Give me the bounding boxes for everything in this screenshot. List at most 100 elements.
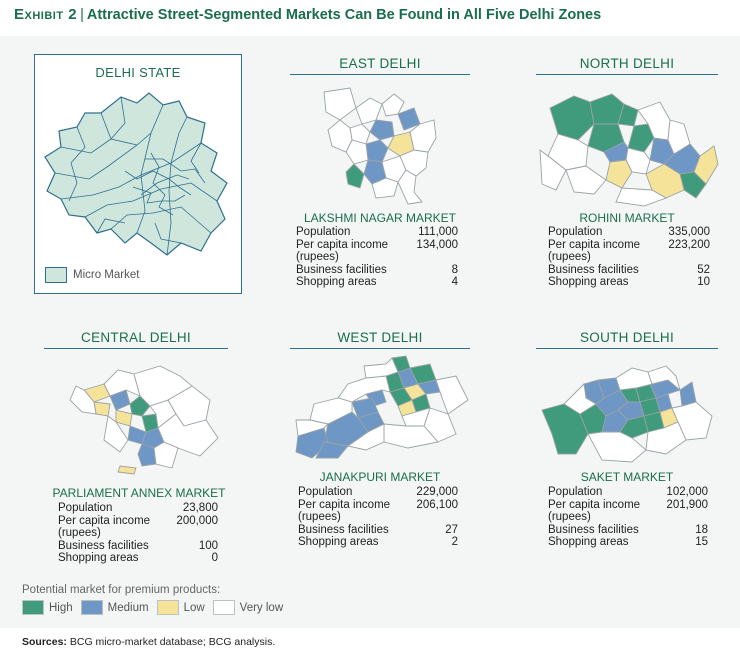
stat-label: Per capita income xyxy=(296,238,389,251)
legend-swatch-medium xyxy=(80,600,103,615)
legend-item-very-low: Very low xyxy=(212,600,283,615)
legend-swatch-low xyxy=(156,600,179,615)
stat-value: 100 xyxy=(198,539,218,552)
stat-row: Per capita income 201,900 xyxy=(548,499,708,512)
legend-caption: Potential market for premium products: xyxy=(22,584,221,596)
stat-label: Per capita income xyxy=(298,498,391,511)
zone-title-central: CENTRAL DELHI xyxy=(44,330,228,349)
stat-label: Population xyxy=(298,486,353,498)
stat-row: Shopping areas 10 xyxy=(548,276,710,289)
legend-label-high: High xyxy=(49,601,73,614)
stat-row: Population 229,000 xyxy=(298,486,458,499)
stat-label: Business facilities xyxy=(548,523,639,536)
stat-label: (rupees) xyxy=(298,511,341,523)
stat-value: 15 xyxy=(695,536,708,548)
stat-value: 102,000 xyxy=(666,486,708,498)
stat-value: 27 xyxy=(445,523,458,536)
stat-value: 0 xyxy=(211,552,218,564)
delhi-state-map xyxy=(44,92,228,256)
stat-label: Population xyxy=(548,486,603,498)
legend-label-low: Low xyxy=(183,601,205,614)
stat-value: 335,000 xyxy=(668,226,710,238)
exhibit-title: Exhibit 2 | Attractive Street-Segmented Ma… xyxy=(14,6,601,30)
micro-market-legend: Micro Market xyxy=(45,267,139,283)
stat-label: (rupees) xyxy=(548,511,591,523)
legend-label-medium: Medium xyxy=(107,601,149,614)
south-delhi-micro-markets xyxy=(541,365,713,463)
delhi-state-panel: DELHI STATE Micro Market xyxy=(34,54,242,294)
stat-value: 206,100 xyxy=(416,498,458,511)
stat-value: 223,200 xyxy=(668,238,710,251)
stat-label: Business facilities xyxy=(58,539,149,552)
stat-label: (rupees) xyxy=(296,251,339,263)
stat-row: (rupees) xyxy=(548,251,710,264)
zone-title-south: SOUTH DELHI xyxy=(536,330,718,349)
exhibit-label: Exhibit 2 xyxy=(14,6,78,23)
stat-label: Per capita income xyxy=(548,498,641,511)
stat-row: Shopping areas 0 xyxy=(58,552,218,565)
stat-row: Per capita income 206,100 xyxy=(298,499,458,512)
stat-row: Business facilities 27 xyxy=(298,524,458,537)
stat-row: Population 23,800 xyxy=(58,502,218,515)
stat-row: (rupees) xyxy=(58,527,218,540)
stat-label: Shopping areas xyxy=(548,536,629,548)
sources-text: BCG micro-market database; BCG analysis. xyxy=(69,636,276,648)
central-delhi-map xyxy=(69,365,219,475)
east-delhi-map xyxy=(323,87,437,205)
stat-label: Shopping areas xyxy=(298,536,379,548)
stat-row: Shopping areas 2 xyxy=(298,536,458,549)
stat-label: (rupees) xyxy=(548,251,591,263)
stat-row: (rupees) xyxy=(296,251,458,264)
stat-row: Business facilities 8 xyxy=(296,264,458,277)
north-delhi-micro-markets xyxy=(539,93,719,207)
north-delhi-map xyxy=(539,93,719,207)
delhi-state-outline xyxy=(44,92,228,256)
stat-label: Per capita income xyxy=(548,238,641,251)
stat-label: Population xyxy=(296,226,351,238)
micro-market-swatch xyxy=(45,267,67,283)
exhibit-separator: | xyxy=(80,7,84,23)
stat-row: (rupees) xyxy=(548,511,708,524)
stat-value: 4 xyxy=(451,276,458,288)
stat-row: Business facilities 52 xyxy=(548,264,710,277)
stat-label: Shopping areas xyxy=(58,552,139,564)
stat-row: Shopping areas 4 xyxy=(296,276,458,289)
stat-value: 111,000 xyxy=(418,226,458,238)
market-name-east: LAKSHMI NAGAR MARKET xyxy=(303,211,457,225)
zone-title-east: EAST DELHI xyxy=(290,56,470,75)
market-name-north: ROHINI MARKET xyxy=(579,211,675,225)
stat-row: Business facilities 18 xyxy=(548,524,708,537)
potential-market-legend: High Medium Low Very low xyxy=(22,600,291,615)
stat-label: Business facilities xyxy=(548,263,639,276)
stat-label: Shopping areas xyxy=(296,276,377,288)
stat-label: Business facilities xyxy=(296,263,387,276)
stat-value: 10 xyxy=(697,276,710,288)
stats-south: Population 102,000 Per capita income 201,9… xyxy=(548,486,708,549)
stat-row: Business facilities 100 xyxy=(58,540,218,553)
stat-value: 229,000 xyxy=(416,486,458,498)
exhibit-heading: Attractive Street-Segmented Markets Can … xyxy=(86,7,602,23)
stat-value: 134,000 xyxy=(416,238,458,251)
stat-value: 200,000 xyxy=(176,514,218,527)
legend-item-medium: Medium xyxy=(80,600,149,615)
stat-row: Per capita income 200,000 xyxy=(58,515,218,528)
stat-label: Population xyxy=(58,502,113,514)
stat-value: 18 xyxy=(695,523,708,536)
micro-market-legend-label: Micro Market xyxy=(73,269,140,281)
stats-north: Population 335,000 Per capita income 223,2… xyxy=(548,226,710,289)
micro-market-borders xyxy=(54,96,218,256)
stat-label: Per capita income xyxy=(58,514,151,527)
stat-label: (rupees) xyxy=(58,527,101,539)
west-delhi-micro-markets xyxy=(295,355,469,459)
stats-central: Population 23,800 Per capita income 200,00… xyxy=(58,502,218,565)
zone-title-west: WEST DELHI xyxy=(290,330,470,349)
legend-item-high: High xyxy=(22,600,73,615)
stat-value: 52 xyxy=(697,263,710,276)
legend-swatch-very-low xyxy=(212,600,235,615)
stat-value: 2 xyxy=(451,536,458,548)
stat-row: (rupees) xyxy=(298,511,458,524)
stats-west: Population 229,000 Per capita income 206,1… xyxy=(298,486,458,549)
east-delhi-micro-markets xyxy=(323,87,437,205)
sources-note: Sources: BCG micro-market database; BCG … xyxy=(22,636,275,648)
west-delhi-map xyxy=(295,355,469,459)
